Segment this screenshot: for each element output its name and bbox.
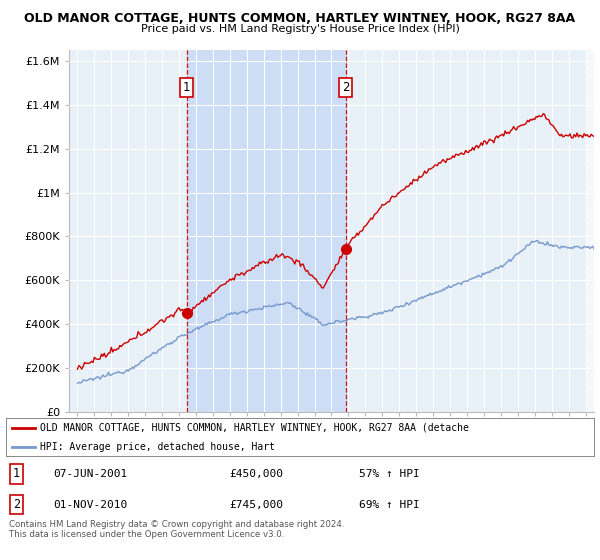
Text: 69% ↑ HPI: 69% ↑ HPI [359, 500, 419, 510]
Text: OLD MANOR COTTAGE, HUNTS COMMON, HARTLEY WINTNEY, HOOK, RG27 8AA: OLD MANOR COTTAGE, HUNTS COMMON, HARTLEY… [25, 12, 575, 25]
Bar [586, 50, 594, 412]
Text: HPI: Average price, detached house, Hart: HPI: Average price, detached house, Hart [40, 442, 275, 452]
Text: 1: 1 [13, 468, 20, 480]
Text: Price paid vs. HM Land Registry's House Price Index (HPI): Price paid vs. HM Land Registry's House … [140, 24, 460, 34]
Text: 2: 2 [342, 81, 349, 94]
Text: £450,000: £450,000 [229, 469, 283, 479]
Text: 1: 1 [183, 81, 190, 94]
Text: Contains HM Land Registry data © Crown copyright and database right 2024.
This d: Contains HM Land Registry data © Crown c… [9, 520, 344, 539]
Text: 07-JUN-2001: 07-JUN-2001 [53, 469, 127, 479]
Text: £745,000: £745,000 [229, 500, 283, 510]
Text: 57% ↑ HPI: 57% ↑ HPI [359, 469, 419, 479]
Text: 01-NOV-2010: 01-NOV-2010 [53, 500, 127, 510]
Text: 2: 2 [13, 498, 20, 511]
Bar [187, 50, 346, 412]
Text: OLD MANOR COTTAGE, HUNTS COMMON, HARTLEY WINTNEY, HOOK, RG27 8AA (detache: OLD MANOR COTTAGE, HUNTS COMMON, HARTLEY… [40, 423, 469, 433]
